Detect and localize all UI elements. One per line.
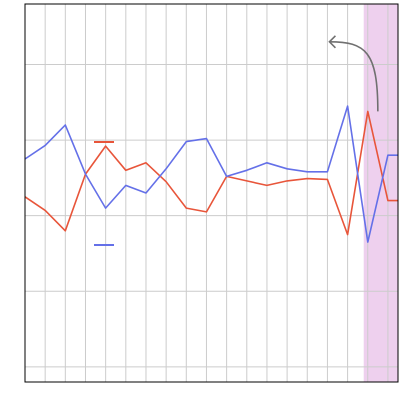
- annotation-layer: [328, 35, 379, 112]
- series-line-1: [24, 110, 398, 236]
- series-line-2: [24, 105, 398, 243]
- annotation-arrow-1: [329, 41, 379, 112]
- grid-layer: [25, 4, 398, 382]
- highlight-band: [363, 4, 398, 382]
- series-layer: [24, 105, 398, 243]
- annotation-arrowhead-1: [328, 35, 336, 49]
- plot-frame: [24, 3, 399, 383]
- legend: [94, 141, 114, 246]
- highlight-layer: [363, 4, 398, 382]
- plot-background: [25, 4, 398, 382]
